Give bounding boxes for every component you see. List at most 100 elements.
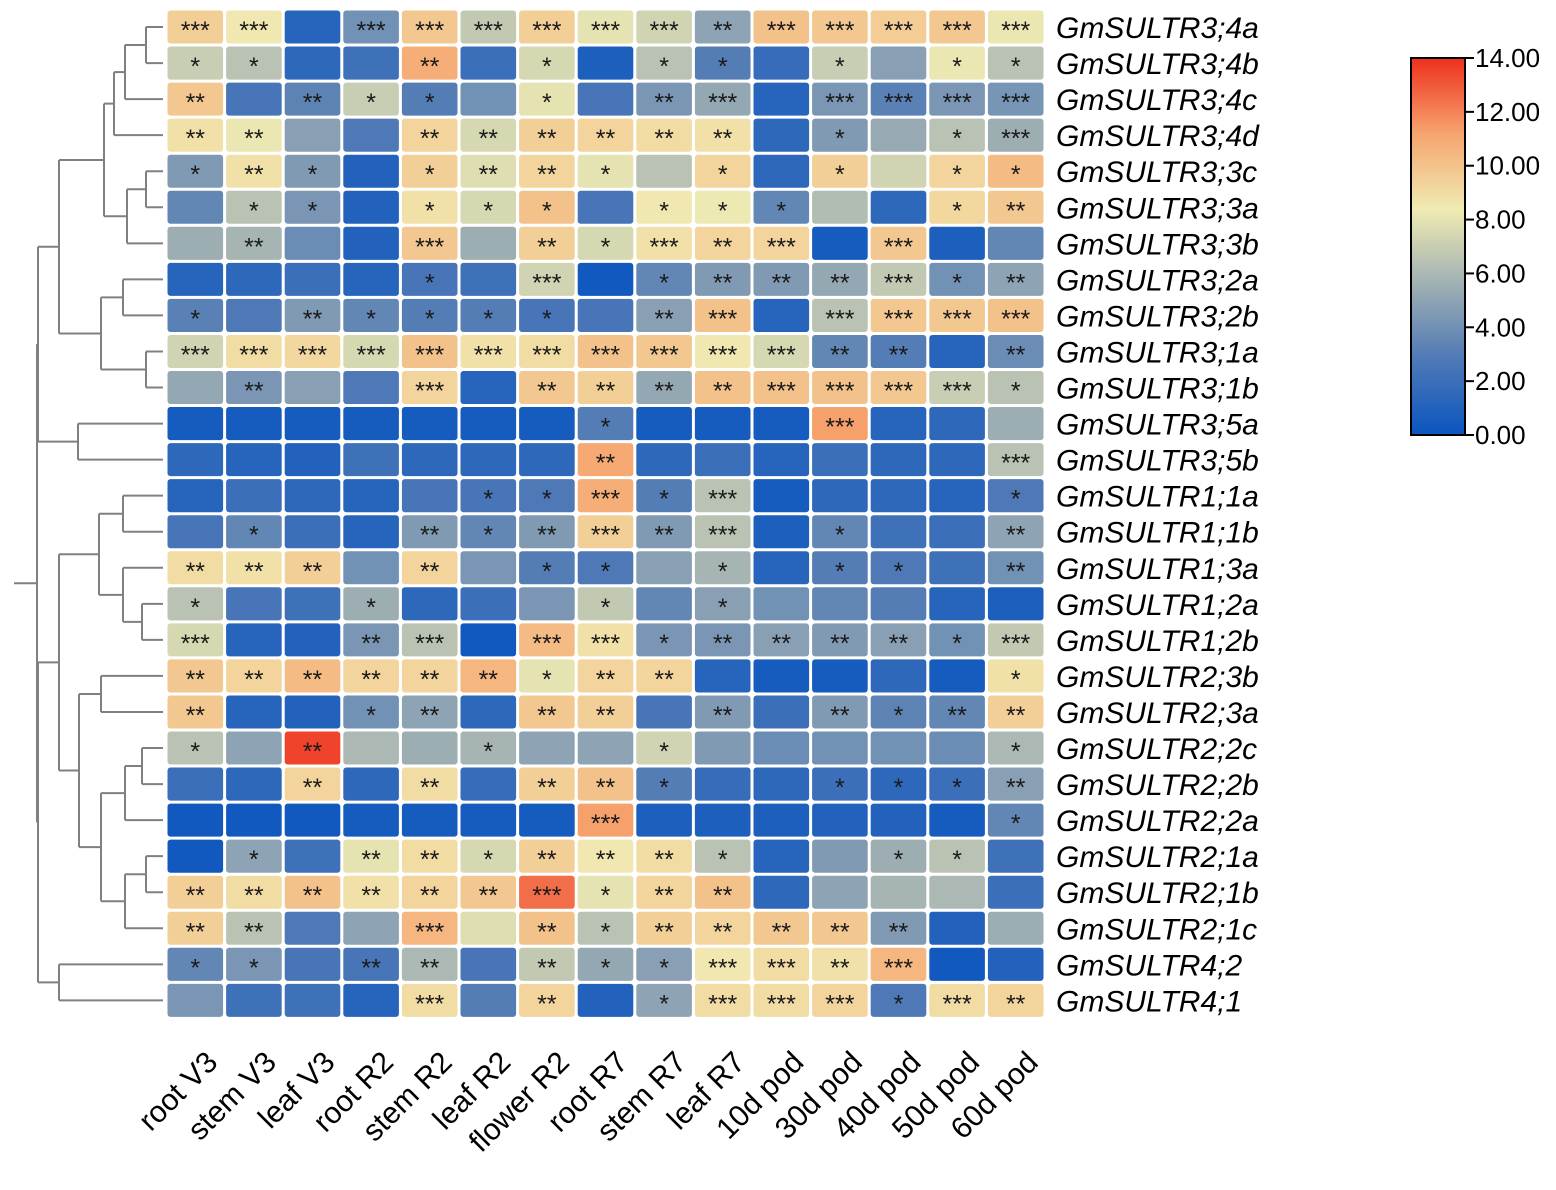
- significance-mark: ***: [767, 233, 796, 261]
- heatmap-cell: [694, 839, 751, 873]
- heatmap-cell: [812, 803, 868, 837]
- heatmap-cell: [343, 515, 399, 549]
- significance-mark: *: [659, 197, 669, 225]
- significance-mark: *: [659, 990, 669, 1018]
- significance-mark: **: [1006, 522, 1026, 550]
- heatmap-cell: [987, 695, 1044, 729]
- row-label: GmSULTR1;1b: [1056, 517, 1259, 550]
- significance-mark: ***: [650, 341, 679, 369]
- significance-mark: *: [718, 558, 728, 586]
- heatmap-cell: [694, 875, 751, 909]
- heatmap-cell: [401, 947, 458, 981]
- significance-mark: **: [244, 918, 264, 946]
- significance-mark: **: [1006, 702, 1026, 730]
- significance-mark: *: [190, 954, 200, 982]
- row-label: GmSULTR2;2b: [1056, 769, 1259, 802]
- heatmap-cell: [987, 983, 1044, 1017]
- significance-mark: **: [420, 774, 440, 802]
- heatmap-cell: [929, 551, 985, 585]
- significance-mark: **: [1006, 774, 1026, 802]
- heatmap-cell: [577, 479, 634, 513]
- heatmap-cell: [343, 262, 399, 296]
- significance-mark: *: [952, 125, 962, 153]
- heatmap-cell: [870, 983, 927, 1017]
- heatmap-cell: [401, 803, 458, 837]
- heatmap-cell: [870, 190, 927, 224]
- significance-mark: **: [537, 918, 557, 946]
- heatmap-cell: [636, 875, 692, 909]
- significance-mark: ***: [532, 17, 561, 45]
- heatmap-cell: [870, 515, 927, 549]
- significance-mark: ***: [767, 341, 796, 369]
- heatmap-cell: [519, 371, 575, 405]
- significance-mark: **: [889, 341, 909, 369]
- heatmap-cell: [460, 587, 517, 621]
- significance-mark: *: [952, 630, 962, 658]
- heatmap-cell: [987, 262, 1044, 296]
- significance-mark: *: [249, 522, 259, 550]
- colorbar-tick-label: 2.00: [1475, 366, 1526, 396]
- heatmap-cell: [460, 731, 517, 765]
- significance-mark: ***: [943, 378, 972, 406]
- heatmap-cell: [870, 839, 927, 873]
- significance-mark: **: [537, 990, 557, 1018]
- significance-mark: **: [889, 630, 909, 658]
- heatmap-cell: [519, 262, 575, 296]
- heatmap-cell: [519, 190, 575, 224]
- colorbar-tick-label: 4.00: [1475, 312, 1526, 342]
- heatmap-cell: [519, 118, 575, 152]
- heatmap-cell: [343, 911, 399, 945]
- significance-mark: **: [830, 630, 850, 658]
- significance-mark: ***: [357, 17, 386, 45]
- heatmap-cell: [636, 731, 692, 765]
- heatmap-cell: [870, 443, 927, 477]
- heatmap-cell: [929, 731, 985, 765]
- significance-mark: *: [542, 305, 552, 333]
- heatmap-cell: [401, 659, 458, 693]
- heatmap-cell: [636, 226, 692, 260]
- heatmap-cell: [753, 10, 810, 44]
- significance-mark: ***: [650, 17, 679, 45]
- heatmap-cell: [284, 298, 341, 332]
- significance-mark: *: [542, 666, 552, 694]
- significance-mark: **: [1006, 197, 1026, 225]
- significance-mark: **: [830, 954, 850, 982]
- heatmap-cell: [460, 82, 517, 116]
- significance-mark: **: [361, 630, 381, 658]
- heatmap-cell: [812, 623, 868, 657]
- significance-mark: *: [366, 305, 376, 333]
- heatmap-cell: [519, 767, 575, 801]
- heatmap-cell: [753, 190, 810, 224]
- heatmap-cell: [870, 767, 927, 801]
- heatmap-cell: [929, 371, 985, 405]
- significance-mark: ***: [415, 233, 444, 261]
- colorbar-tick-label: 14.00: [1475, 43, 1540, 73]
- heatmap-cell: [753, 731, 810, 765]
- significance-mark: *: [542, 89, 552, 117]
- heatmap-cell: [694, 767, 751, 801]
- heatmap-cell: [870, 82, 927, 116]
- row-label: GmSULTR4;2: [1056, 949, 1242, 982]
- heatmap-cell: [870, 587, 927, 621]
- heatmap-cell: [401, 407, 458, 441]
- heatmap-cell: [343, 226, 399, 260]
- significance-mark: ***: [591, 17, 620, 45]
- significance-mark: **: [596, 378, 616, 406]
- heatmap-cell: [284, 803, 341, 837]
- heatmap-cell: [460, 767, 517, 801]
- heatmap-cell: [577, 118, 634, 152]
- heatmap-cell: [812, 947, 868, 981]
- heatmap-cell: [753, 839, 810, 873]
- heatmap-cell: [636, 10, 692, 44]
- significance-mark: *: [952, 161, 962, 189]
- heatmap-cell: [343, 10, 399, 44]
- significance-mark: **: [479, 666, 499, 694]
- heatmap-cell: [519, 803, 575, 837]
- heatmap-cell: [460, 190, 517, 224]
- heatmap-cell: [870, 479, 927, 513]
- significance-mark: **: [303, 882, 323, 910]
- heatmap-cell: [226, 587, 282, 621]
- heatmap-cell: [284, 154, 341, 188]
- heatmap-cell: [870, 551, 927, 585]
- heatmap-cell: [343, 46, 399, 80]
